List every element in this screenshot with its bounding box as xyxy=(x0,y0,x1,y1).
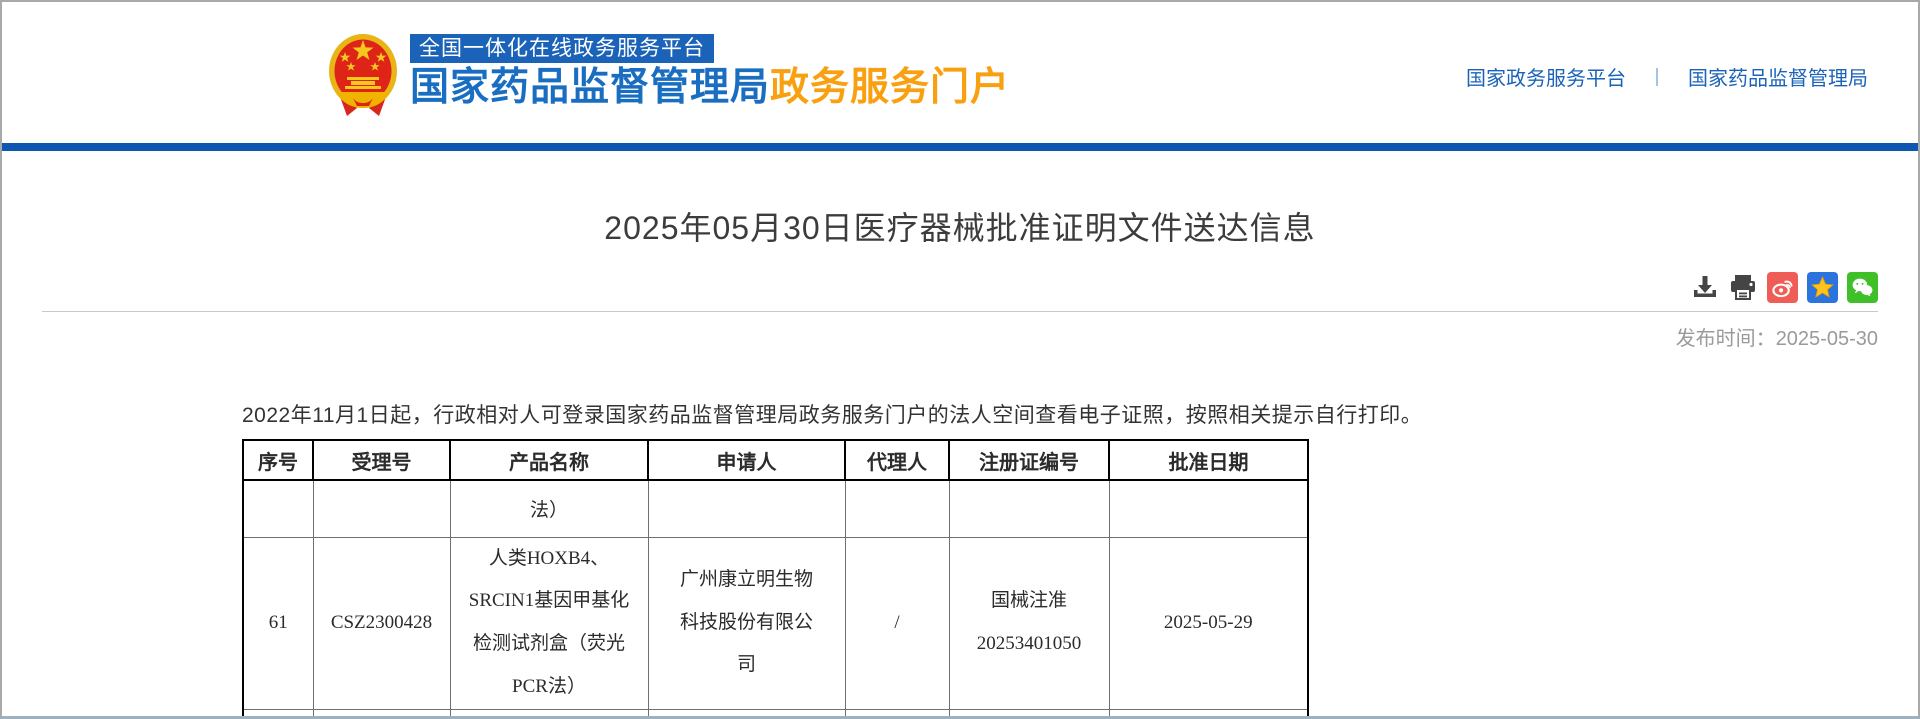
share-toolbar xyxy=(42,271,1878,303)
table-row: 轮状病毒、诺如病 xyxy=(242,708,1309,716)
site-title-portal: 政务服务门户 xyxy=(770,66,1011,109)
col-header-seq: 序号 xyxy=(242,439,314,481)
wechat-share-icon[interactable] xyxy=(1847,271,1878,303)
cell-approval-date xyxy=(1108,708,1309,716)
cell-seq xyxy=(242,479,314,538)
page-title: 2025年05月30日医疗器械批准证明文件送达信息 xyxy=(604,210,1316,246)
site-header: 全国一体化在线政务服务平台 国家药品监督管理局政务服务门户 国家政务服务平台 ｜… xyxy=(2,2,1918,143)
notice-paragraph: 2022年11月1日起，行政相对人可登录国家药品监督管理局政务服务门户的法人空间… xyxy=(242,404,1423,427)
cell-cert-no: 国械注准 20253401050 xyxy=(948,536,1110,710)
publish-time: 发布时间：2025-05-30 xyxy=(42,322,1878,351)
col-header-product-name: 产品名称 xyxy=(449,439,649,481)
cell-acceptance-no xyxy=(312,708,451,716)
cell-acceptance-no xyxy=(312,479,451,538)
nav-link-national-platform[interactable]: 国家政务服务平台 xyxy=(1466,68,1626,90)
approval-table: 序号 受理号 产品名称 申请人 代理人 注册证编号 批准日期 法） xyxy=(242,439,1309,716)
cell-seq: 61 xyxy=(242,536,314,710)
col-header-acceptance-no: 受理号 xyxy=(312,439,451,481)
qzone-share-icon[interactable] xyxy=(1807,271,1838,303)
header-divider-bar xyxy=(2,143,1918,151)
cell-product-name: 轮状病毒、诺如病 xyxy=(449,708,649,716)
print-icon[interactable] xyxy=(1728,273,1758,301)
cell-cert-no xyxy=(948,479,1110,538)
col-header-applicant: 申请人 xyxy=(647,439,846,481)
cell-product-name: 人类HOXB4、 SRCIN1基因甲基化 检测试剂盒（荧光 PCR法） xyxy=(449,536,649,710)
table-row: 61 CSZ2300428 人类HOXB4、 SRCIN1基因甲基化 检测试剂盒… xyxy=(242,536,1309,710)
cell-applicant xyxy=(647,479,846,538)
col-header-agent: 代理人 xyxy=(844,439,950,481)
title-divider xyxy=(42,311,1878,312)
cell-agent: / xyxy=(844,536,950,710)
cell-seq xyxy=(242,708,314,716)
nav-link-nmpa[interactable]: 国家药品监督管理局 xyxy=(1688,68,1868,90)
cell-acceptance-no: CSZ2300428 xyxy=(312,536,451,710)
national-emblem-icon xyxy=(329,34,397,116)
site-title: 国家药品监督管理局政务服务门户 xyxy=(410,66,1010,110)
cell-applicant xyxy=(647,708,846,716)
nav-separator: ｜ xyxy=(1648,67,1666,88)
site-title-agency: 国家药品监督管理局 xyxy=(410,66,771,109)
publish-date: 2025-05-30 xyxy=(1775,328,1878,350)
download-icon[interactable] xyxy=(1691,273,1719,301)
cell-agent xyxy=(844,479,950,538)
weibo-share-icon[interactable] xyxy=(1767,271,1798,303)
brand-block: 全国一体化在线政务服务平台 国家药品监督管理局政务服务门户 xyxy=(410,34,1010,110)
top-nav: 国家政务服务平台 ｜ 国家药品监督管理局 xyxy=(1466,62,1868,91)
cell-cert-no xyxy=(948,708,1110,716)
publish-label: 发布时间： xyxy=(1675,328,1776,350)
cell-applicant: 广州康立明生物 科技股份有限公 司 xyxy=(647,536,846,710)
cell-approval-date xyxy=(1108,479,1309,538)
table-row: 法） xyxy=(242,479,1309,538)
table-header-row: 序号 受理号 产品名称 申请人 代理人 注册证编号 批准日期 xyxy=(242,439,1309,481)
cell-agent xyxy=(844,708,950,716)
col-header-cert-no: 注册证编号 xyxy=(948,439,1110,481)
brand-badge: 全国一体化在线政务服务平台 xyxy=(410,34,714,63)
col-header-approval-date: 批准日期 xyxy=(1108,439,1309,481)
cell-approval-date: 2025-05-29 xyxy=(1108,536,1309,710)
article-content: 2025年05月30日医疗器械批准证明文件送达信息 xyxy=(42,203,1878,716)
cell-product-name: 法） xyxy=(449,479,649,538)
